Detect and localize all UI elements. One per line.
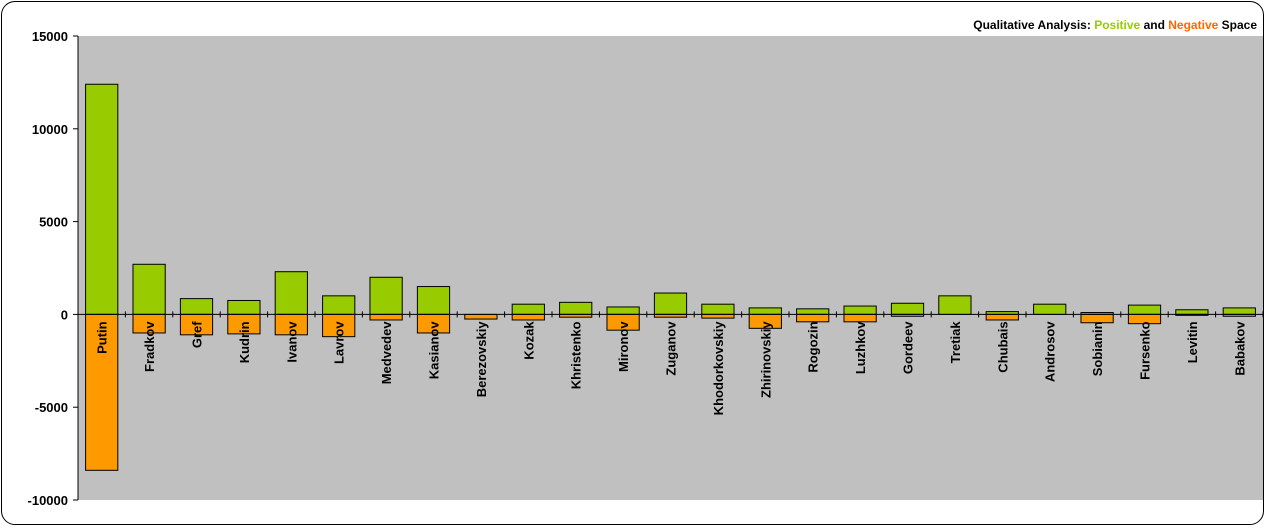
category-label: Sobianin — [1090, 321, 1105, 376]
category-label: Levitin — [1185, 321, 1200, 363]
category-label: Androsov — [1043, 321, 1058, 382]
category-label: Fursenko — [1138, 321, 1153, 380]
category-label: Medvedev — [379, 321, 394, 385]
title-prefix: Qualitative Analysis: — [973, 18, 1091, 32]
bar-positive — [843, 305, 877, 315]
category-label: Kasianov — [427, 321, 442, 380]
bar-positive — [1127, 304, 1162, 315]
bar-negative — [511, 313, 545, 321]
bar-positive — [559, 301, 593, 315]
bar-negative — [843, 313, 877, 323]
bar-positive — [653, 292, 688, 315]
bar-positive — [796, 308, 830, 315]
y-tick-label: 15000 — [32, 29, 68, 44]
bar-positive — [322, 295, 356, 315]
bar-positive — [1175, 309, 1209, 315]
category-label: Khristenko — [569, 321, 584, 389]
category-label: Luzhkov — [853, 321, 868, 374]
category-label: Gordeev — [901, 321, 916, 375]
bar-positive — [748, 307, 782, 315]
category-label: Fradkov — [142, 321, 157, 372]
bar-negative — [464, 313, 498, 320]
y-tick-label: 5000 — [39, 215, 68, 230]
category-label: Zuganov — [664, 321, 679, 376]
bar-positive — [227, 299, 261, 315]
y-tick-label: -5000 — [35, 400, 68, 415]
category-label: Berezovskiy — [474, 321, 489, 398]
bar-negative — [796, 313, 830, 323]
bar-positive — [606, 306, 640, 315]
bar-positive — [274, 271, 308, 315]
bar-negative — [369, 313, 403, 321]
category-label: Putin — [95, 321, 110, 354]
category-label: Tretiak — [948, 321, 963, 364]
category-label: Mironov — [616, 321, 631, 372]
bar-positive — [132, 263, 166, 315]
title-negative: Negative — [1168, 18, 1219, 32]
category-label: Kozak — [521, 321, 536, 360]
bar-positive — [890, 302, 925, 315]
category-label: Ivanov — [284, 321, 299, 363]
y-tick-label: 0 — [61, 307, 68, 322]
bar-positive — [701, 303, 735, 315]
bar-positive — [1033, 303, 1067, 315]
category-label: Kudrin — [237, 321, 252, 363]
title-suffix: Space — [1221, 18, 1257, 32]
title-and: and — [1143, 18, 1165, 32]
bar-positive — [179, 298, 214, 315]
category-label: Lavrov — [332, 321, 347, 364]
category-label: Gref — [190, 321, 205, 348]
bar-positive — [938, 295, 972, 315]
bar-positive — [416, 286, 451, 315]
chart-title: Qualitative Analysis: Positive and Negat… — [973, 18, 1257, 32]
category-label: Rogozin — [806, 321, 821, 372]
category-label: Zhirinovskiy — [758, 321, 773, 398]
category-label: Khodorkovskiy — [711, 321, 726, 416]
bar-negative — [701, 313, 735, 319]
bar-positive — [1222, 307, 1256, 315]
bar-positive — [511, 303, 545, 315]
bar-positive — [85, 83, 119, 315]
y-tick-label: 10000 — [32, 122, 68, 137]
y-tick-label: -10000 — [28, 493, 68, 508]
bar-negative — [85, 313, 119, 471]
category-label: Chubais — [995, 321, 1010, 372]
title-positive: Positive — [1094, 18, 1141, 32]
plot-area — [78, 36, 1263, 500]
bar-negative — [985, 313, 1019, 321]
bar-positive — [369, 276, 403, 315]
category-label: Babakov — [1232, 321, 1247, 376]
